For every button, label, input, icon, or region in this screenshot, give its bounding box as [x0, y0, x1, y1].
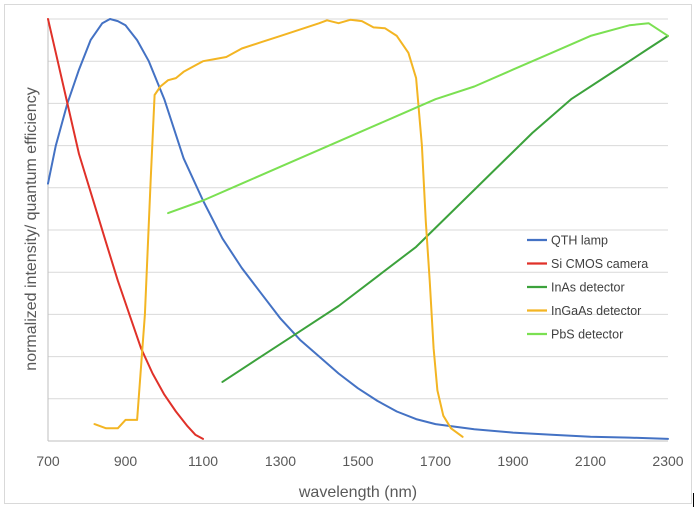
- legend-label-ingaas-detector: InGaAs detector: [551, 304, 641, 318]
- legend-label-inas-detector: InAs detector: [551, 281, 625, 295]
- gridlines: [48, 18, 668, 400]
- legend: QTH lamp Si CMOS camera InAs detector InGaA…: [527, 234, 648, 342]
- x-tick-label: 1100: [188, 453, 218, 469]
- x-tick-label: 1500: [342, 453, 373, 469]
- x-axis-title: wavelength (nm): [298, 484, 417, 501]
- x-tick-label: 1900: [497, 453, 528, 469]
- series-line-inas-detector: [221, 34, 669, 383]
- x-tick-label: 2100: [575, 453, 606, 469]
- series-line-si-cmos-camera: [47, 18, 204, 440]
- legend-label-si-cmos-camera: Si CMOS camera: [551, 257, 648, 271]
- axes: [47, 19, 668, 442]
- x-tick-label: 2300: [652, 453, 683, 469]
- series-lines: [47, 18, 669, 440]
- series-line-pbs-detector: [167, 22, 669, 215]
- x-tick-label: 1700: [420, 453, 451, 469]
- series-line-qth-lamp: [47, 18, 669, 440]
- legend-label-pbs-detector: PbS detector: [551, 328, 623, 342]
- series-line-ingaas-detector: [93, 18, 464, 438]
- text-cursor-mark: [693, 493, 694, 507]
- x-tick-label: 1300: [265, 453, 296, 469]
- chart-frame: [4, 4, 692, 504]
- x-tick-labels: 700 900 1100 1300 1500 1700 1900 2100 2300: [36, 453, 683, 469]
- x-tick-label: 900: [114, 453, 138, 469]
- legend-label-qth-lamp: QTH lamp: [551, 234, 608, 248]
- y-axis-title: normalized intensity/ quantum efficiency: [23, 87, 40, 370]
- x-tick-label: 700: [36, 453, 60, 469]
